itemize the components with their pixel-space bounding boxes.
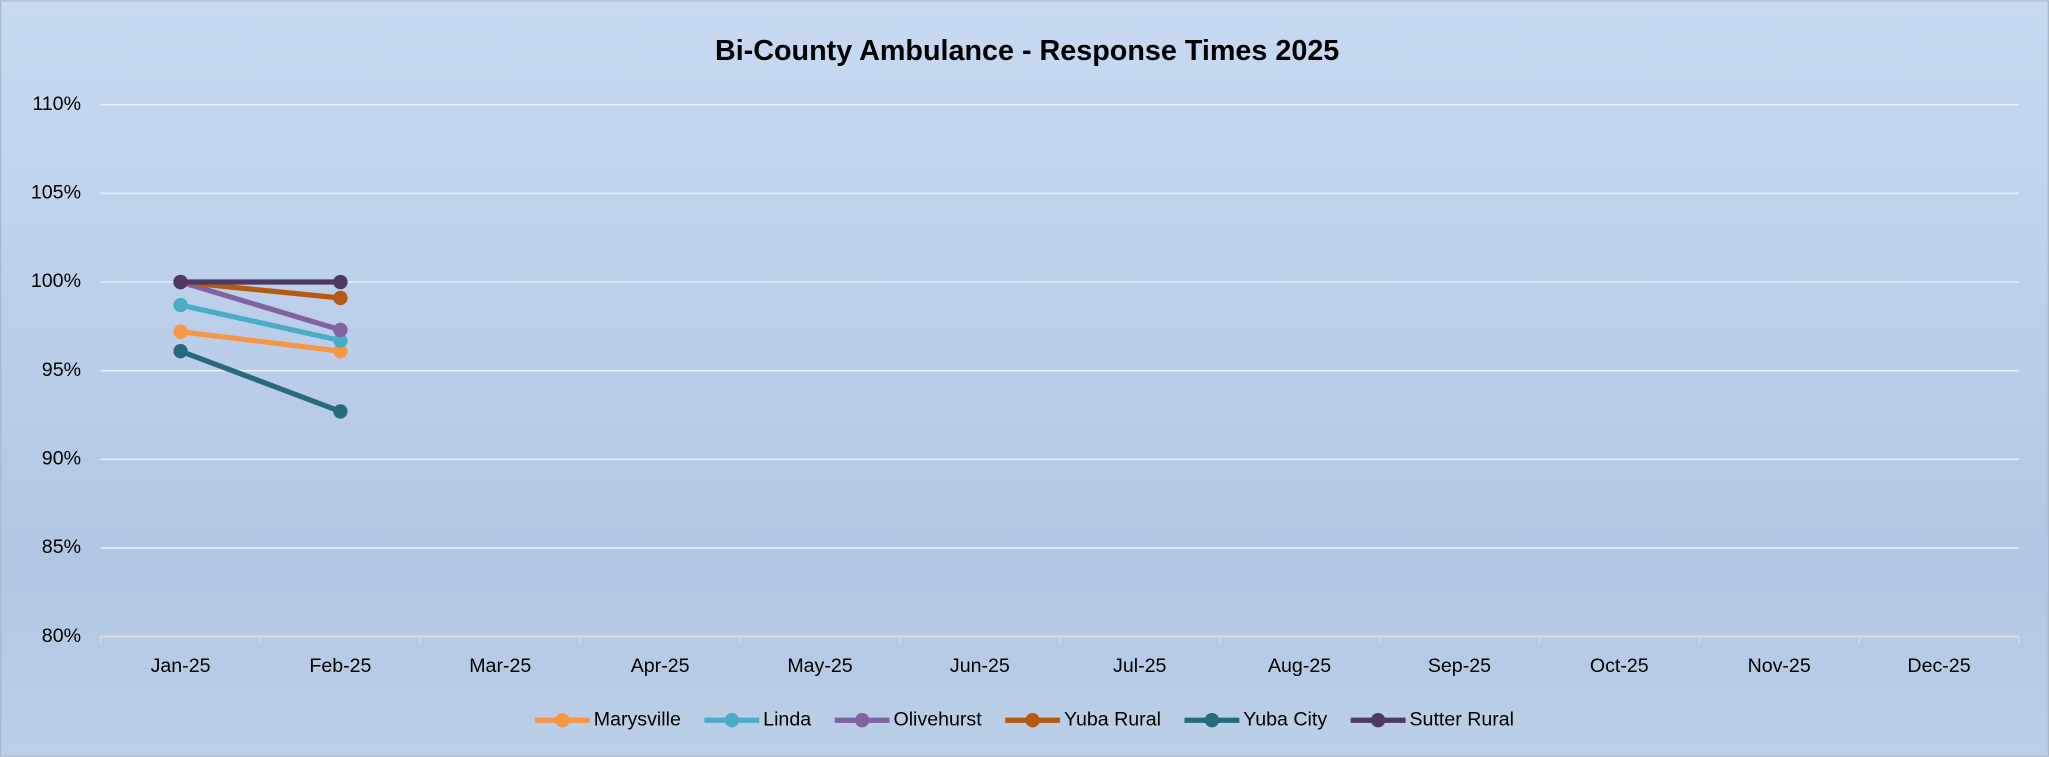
- data-point: [333, 274, 348, 290]
- chart-title: Bi-County Ambulance - Response Times 202…: [715, 35, 1339, 67]
- legend-label: Yuba Rural: [1064, 708, 1161, 730]
- legend-label: Olivehurst: [893, 708, 982, 730]
- legend-swatch-marker: [1204, 713, 1220, 728]
- x-tick-label: Jan-25: [151, 655, 211, 677]
- data-point: [173, 274, 188, 290]
- series-line: [179, 302, 341, 344]
- legend-label: Yuba City: [1243, 708, 1327, 730]
- legend-item: Olivehurst: [834, 708, 982, 730]
- data-point: [333, 322, 348, 338]
- x-tick-label: Sep-25: [1428, 655, 1491, 677]
- legend-label: Marysville: [594, 708, 681, 730]
- x-tick-label: Mar-25: [469, 655, 531, 677]
- legend-item: Marysville: [534, 708, 681, 730]
- y-tick-label: 100%: [31, 270, 81, 292]
- legend-item: Yuba Rural: [1005, 708, 1161, 730]
- y-tick-label: 80%: [42, 625, 81, 647]
- series-line: [180, 279, 341, 301]
- y-tick-label: 105%: [31, 182, 81, 204]
- legend-swatch-marker: [555, 713, 570, 728]
- x-tick-label: Feb-25: [309, 655, 371, 677]
- x-tick-label: May-25: [787, 655, 852, 677]
- series-line: [180, 329, 341, 354]
- plot: [173, 274, 348, 419]
- x-tick-label: Jun-25: [950, 655, 1010, 677]
- legend: Marysville Linda Olivehurst Yuba Rural Yuba …: [534, 708, 1514, 730]
- x-tick-label: Oct-25: [1590, 655, 1649, 677]
- data-point: [333, 404, 348, 419]
- grid: 80% 85% 90% 95% 100% 105% 110% Jan-25 Feb-25 Mar-…: [31, 93, 2020, 677]
- data-point: [333, 333, 348, 348]
- x-tick-label: Aug-25: [1268, 655, 1331, 677]
- legend-swatch-marker: [1370, 713, 1386, 728]
- x-tick-label: Nov-25: [1748, 655, 1811, 677]
- data-point: [173, 297, 188, 313]
- legend-swatch-marker: [724, 713, 740, 728]
- series-line: [179, 279, 342, 333]
- legend-item: Linda: [704, 708, 811, 730]
- y-tick-label: 85%: [42, 536, 81, 558]
- legend-swatch-marker: [1025, 713, 1040, 728]
- x-tick-label: Jul-25: [1113, 655, 1166, 677]
- data-point: [173, 324, 188, 339]
- data-point: [333, 343, 348, 359]
- y-tick-label: 90%: [42, 447, 81, 469]
- x-tick-label: Apr-25: [631, 655, 690, 677]
- legend-item: Yuba City: [1184, 708, 1327, 730]
- data-point: [333, 290, 348, 306]
- data-point: [173, 343, 188, 359]
- x-tick-label: Dec-25: [1907, 655, 1970, 677]
- series-line: [179, 348, 342, 414]
- legend-item: Sutter Rural: [1350, 708, 1514, 730]
- legend-swatch-marker: [854, 713, 870, 728]
- legend-label: Sutter Rural: [1409, 708, 1514, 730]
- legend-label: Linda: [763, 708, 811, 730]
- y-tick-label: 95%: [42, 359, 81, 381]
- y-tick-label: 110%: [32, 93, 81, 115]
